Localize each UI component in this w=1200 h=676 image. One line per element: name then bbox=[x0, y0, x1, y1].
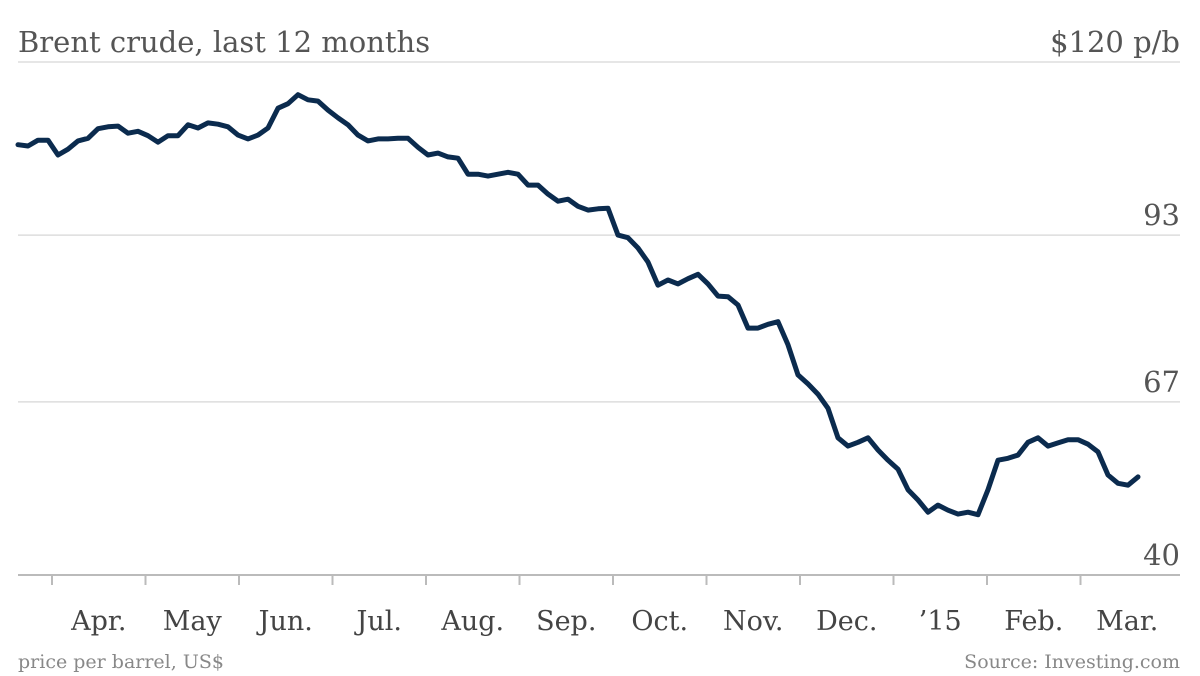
x-tick-label: Apr. bbox=[70, 606, 126, 637]
x-tick-label: May bbox=[163, 606, 223, 637]
x-tick-label: Sep. bbox=[536, 606, 596, 637]
x-tick-label: Nov. bbox=[723, 606, 784, 637]
x-tick-label: Mar. bbox=[1096, 606, 1158, 637]
chart-title: Brent crude, last 12 months bbox=[18, 25, 430, 59]
x-tick-label: Feb. bbox=[1004, 606, 1063, 637]
y-tick-label: 67 bbox=[1143, 365, 1180, 399]
x-tick-label: Dec. bbox=[816, 606, 877, 637]
x-tick-label: Jun. bbox=[256, 606, 313, 637]
y-tick-label: $120 p/b bbox=[1050, 25, 1180, 59]
x-tick-label: Oct. bbox=[631, 606, 688, 637]
y-tick-label: 40 bbox=[1143, 538, 1180, 572]
source: Source: Investing.com bbox=[964, 651, 1180, 673]
y-tick-label: 93 bbox=[1143, 198, 1180, 232]
x-tick-label: Jul. bbox=[354, 606, 402, 637]
x-tick-label: Aug. bbox=[440, 606, 504, 637]
price-line bbox=[15, 92, 1141, 518]
x-tick-label: ’15 bbox=[919, 606, 962, 637]
y-axis-label: price per barrel, US$ bbox=[18, 651, 224, 673]
